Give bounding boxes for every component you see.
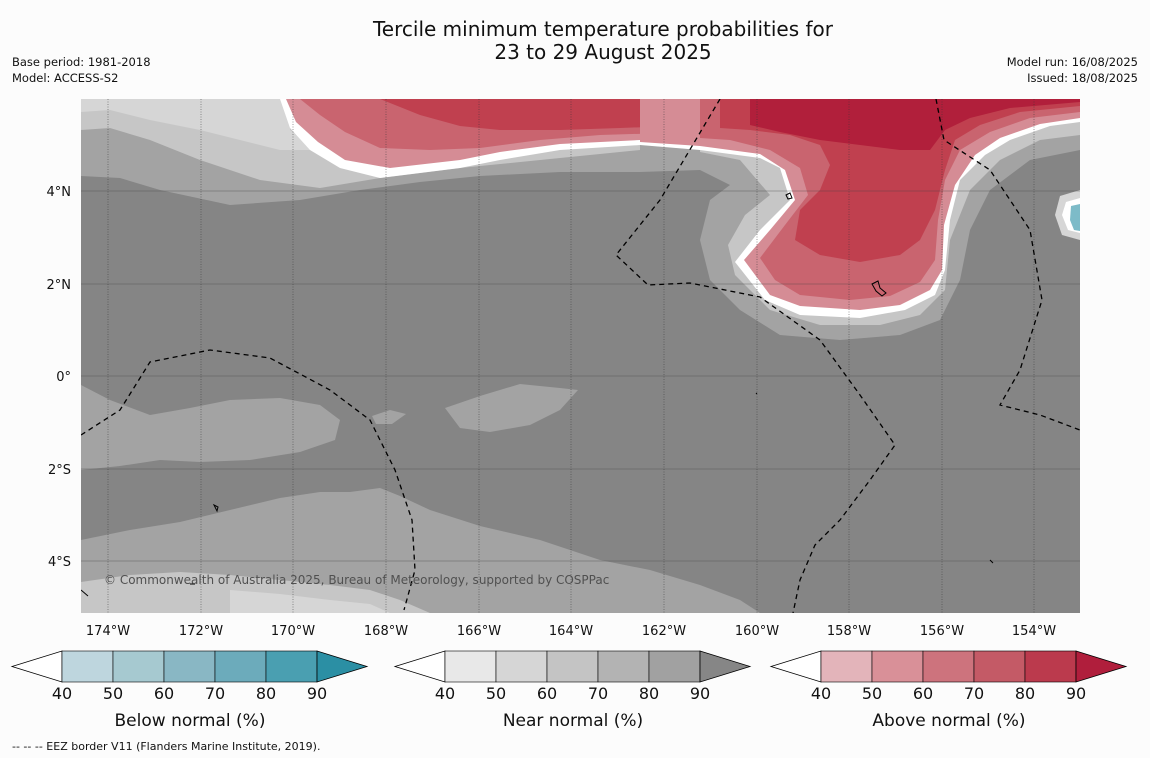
legend-near-tick: 60 (537, 684, 557, 703)
lat-label: 2°N (47, 278, 72, 293)
field-near-north-lighter (81, 99, 320, 150)
islands (190, 192, 994, 585)
map-title: Tercile minimum temperature probabilitie… (300, 18, 906, 64)
legend-near: 40 50 60 70 80 90 Near normal (%) (393, 650, 752, 731)
legend-near-tick: 70 (588, 684, 608, 703)
map-area: © Commonwealth of Australia 2025, Bureau… (81, 99, 1080, 613)
lon-label: 156°W (920, 624, 964, 639)
legend-near-tick: 90 (690, 684, 710, 703)
field-above-east-strong (720, 99, 1080, 262)
legend-above-label: Above normal (%) (872, 711, 1025, 731)
legend-below: 40 50 60 70 80 90 Below normal (%) (10, 650, 369, 731)
legend-above-tick: 50 (862, 684, 882, 703)
lon-label: 174°W (86, 624, 130, 639)
legend-below-low-arrow (10, 650, 63, 683)
title-line-2: 23 to 29 August 2025 (494, 40, 712, 64)
legend-near-swatch (444, 650, 497, 683)
legend-below-swatch (265, 650, 318, 683)
field-near-center-mid (445, 384, 578, 432)
legend-near-swatch (597, 650, 650, 683)
legend-near-low-arrow (393, 650, 446, 683)
longitude-gridlines (107, 99, 1035, 613)
legend-above-swatch (922, 650, 975, 683)
lat-label: 4°N (47, 185, 72, 200)
model-name: Model: ACCESS-S2 (12, 71, 119, 85)
lon-label: 162°W (642, 624, 686, 639)
lat-label: 2°S (48, 463, 71, 478)
legend-near-tick: 40 (435, 684, 455, 703)
legend-near-label: Near normal (%) (503, 711, 643, 731)
legend-near-high-arrow (699, 650, 752, 683)
eez-border-fragment (81, 589, 89, 597)
legend-below-swatch (61, 650, 114, 683)
legend-below-tick: 80 (256, 684, 276, 703)
lon-label: 164°W (549, 624, 593, 639)
latitude-labels: 4°N 2°N 0° 2°S 4°S (47, 185, 72, 570)
eez-borders (81, 99, 1080, 613)
legend-above-tick: 70 (964, 684, 984, 703)
legend-below-swatch (112, 650, 165, 683)
field-near-center-small (372, 410, 406, 424)
base-period: Base period: 1981-2018 (12, 55, 151, 69)
field-below-east-blue (1070, 204, 1080, 231)
field-near-west-mid (81, 385, 340, 470)
lon-label: 166°W (457, 624, 501, 639)
model-run: Model run: 16/08/2025 (1006, 55, 1138, 69)
lon-label: 172°W (179, 624, 223, 639)
legend-near-swatch (495, 650, 548, 683)
legend-below-tick: 90 (307, 684, 327, 703)
lon-label: 160°W (735, 624, 779, 639)
legend-above-swatch (1024, 650, 1077, 683)
legend-above-swatch (973, 650, 1026, 683)
lat-label: 4°S (48, 555, 71, 570)
lon-label: 158°W (827, 624, 871, 639)
legend-below-tick: 50 (103, 684, 123, 703)
legend-near-tick: 50 (486, 684, 506, 703)
legend-below-swatch (214, 650, 267, 683)
legend-near-swatch (546, 650, 599, 683)
legend-above-tick: 40 (811, 684, 831, 703)
legend-below-swatch (163, 650, 216, 683)
lon-label: 168°W (364, 624, 408, 639)
legend-below-tick: 70 (205, 684, 225, 703)
legend-below-label: Below normal (%) (115, 711, 266, 731)
legend-above-tick: 80 (1015, 684, 1035, 703)
title-line-1: Tercile minimum temperature probabilitie… (372, 17, 834, 41)
legend-above-low-arrow (769, 650, 822, 683)
legend-above-tick: 90 (1066, 684, 1086, 703)
legend-above-swatch (820, 650, 873, 683)
issued-date: Issued: 18/08/2025 (1027, 71, 1138, 85)
legend-above: 40 50 60 70 80 90 Above normal (%) (769, 650, 1128, 731)
legend-above-swatch (871, 650, 924, 683)
longitude-labels: 174°W 172°W 170°W 168°W 166°W 164°W 162°… (86, 624, 1056, 639)
legend-near-tick: 80 (639, 684, 659, 703)
meta-left: Base period: 1981-2018 Model: ACCESS-S2 (12, 54, 151, 86)
copyright-text: © Commonwealth of Australia 2025, Bureau… (104, 573, 609, 587)
latitude-gridlines (81, 190, 1080, 562)
legend-below-tick: 40 (52, 684, 72, 703)
lon-label: 170°W (271, 624, 315, 639)
legend-below-high-arrow (316, 650, 369, 683)
lon-label: 154°W (1012, 624, 1056, 639)
field-above-east-strongest (750, 99, 1080, 150)
field-above-north-strong (380, 99, 700, 130)
eez-footnote: -- -- -- EEZ border V11 (Flanders Marine… (12, 740, 321, 753)
legend-near-swatch (648, 650, 701, 683)
legend-above-tick: 60 (913, 684, 933, 703)
meta-right: Model run: 16/08/2025 Issued: 18/08/2025 (1007, 54, 1138, 86)
lat-label: 0° (56, 370, 71, 385)
field-near-south-lighter (230, 590, 390, 613)
legend-below-tick: 60 (154, 684, 174, 703)
legend-above-high-arrow (1075, 650, 1128, 683)
